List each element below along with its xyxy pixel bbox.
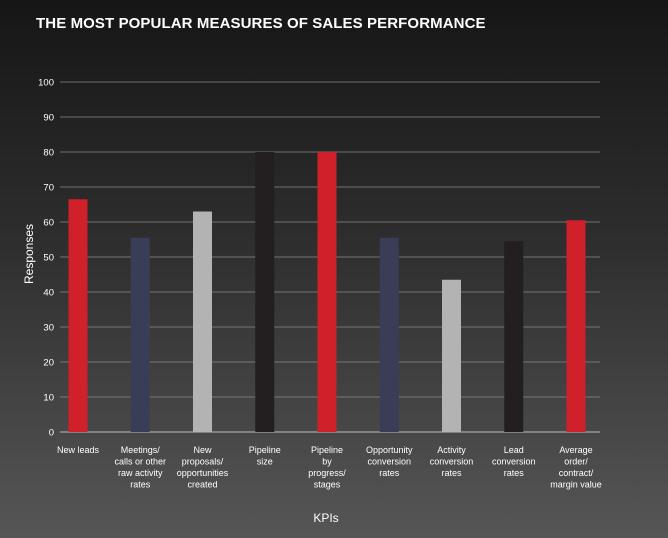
y-tick-label: 30 — [43, 323, 54, 334]
y-axis-ticks: 0 10 20 30 40 50 60 70 80 90 100 — [38, 78, 54, 439]
bars — [68, 152, 586, 432]
y-tick-label: 40 — [43, 288, 54, 299]
bar — [317, 152, 337, 432]
x-category-label: Pipeline size — [249, 445, 281, 467]
y-tick-label: 70 — [43, 183, 54, 194]
x-category-label: Average order/contract/margin value — [550, 445, 602, 490]
chart-title: THE MOST POPULAR MEASURES OF SALES PERFO… — [36, 15, 486, 32]
y-tick-label: 20 — [43, 358, 54, 369]
x-category-label: New leads — [57, 445, 100, 455]
y-tick-label: 10 — [43, 393, 54, 404]
x-category-label: Lead conversion rates — [492, 445, 536, 478]
x-category-label: New proposals/opportunities created — [177, 445, 229, 490]
bar — [566, 220, 586, 432]
x-category-label: Opportunity conversion rates — [366, 445, 413, 478]
y-tick-label: 60 — [43, 218, 54, 229]
bar — [130, 237, 150, 432]
x-category-label: Activity conversion rates — [430, 445, 474, 478]
x-axis-category-labels: New leads Meetings/calls or other raw acti… — [57, 445, 602, 490]
x-category-label: Pipeline by progress/stages — [308, 445, 346, 490]
x-category-label: Meetings/calls or other raw activity rates — [114, 445, 166, 490]
bar — [442, 279, 461, 432]
y-tick-label: 0 — [49, 428, 54, 439]
bar — [255, 152, 275, 432]
bar — [504, 241, 524, 432]
x-axis-title: KPIs — [313, 511, 338, 525]
y-axis-title: Responses — [22, 224, 36, 284]
y-tick-label: 100 — [38, 78, 54, 89]
bar — [193, 211, 212, 432]
y-tick-label: 90 — [43, 113, 54, 124]
bar — [68, 199, 88, 432]
y-tick-label: 50 — [43, 253, 54, 264]
bar — [379, 237, 399, 432]
y-tick-label: 80 — [43, 148, 54, 159]
